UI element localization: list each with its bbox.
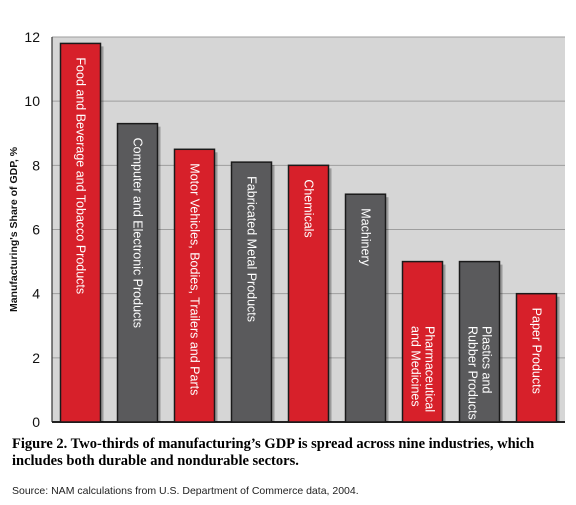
bar [116, 122, 159, 423]
y-tick-label: 0 [32, 414, 40, 430]
bar-label: Plastics andRubber Products [466, 326, 494, 420]
y-tick-label: 10 [24, 93, 40, 109]
y-tick-label: 4 [32, 286, 40, 302]
bar [173, 148, 216, 423]
bar-label: Food and Beverage and Tobacco Products [74, 57, 88, 294]
bar-label: Machinery [359, 208, 373, 266]
y-tick-label: 2 [32, 350, 40, 366]
bar [458, 260, 501, 423]
bar [230, 161, 273, 423]
y-tick-label: 8 [32, 157, 40, 173]
bar-label: Chemicals [302, 179, 316, 237]
bar [344, 193, 387, 423]
source-note: Source: NAM calculations from U.S. Depar… [12, 485, 359, 497]
bar [59, 42, 102, 423]
bar-label: Fabricated Metal Products [245, 176, 259, 322]
y-axis-title: Manufacturing's Share of GDP, % [8, 146, 20, 312]
bar [287, 164, 330, 423]
bar-label: Pharmaceuticaland Medicines [409, 326, 437, 412]
bar-label: Motor Vehicles, Bodies, Trailers and Par… [188, 163, 202, 395]
bar-label: Paper Products [530, 308, 544, 394]
figure-caption: Figure 2. Two-thirds of manufacturing’s … [12, 436, 535, 469]
bar-label: Computer and Electronic Products [131, 138, 145, 328]
bar [401, 260, 444, 423]
y-tick-label: 12 [24, 29, 40, 45]
bar-chart: 0 2 4 6 8 10 12 Manufacturing's Share of GDP, %… [8, 29, 565, 430]
bar [515, 292, 558, 423]
y-tick-label: 6 [32, 222, 40, 238]
